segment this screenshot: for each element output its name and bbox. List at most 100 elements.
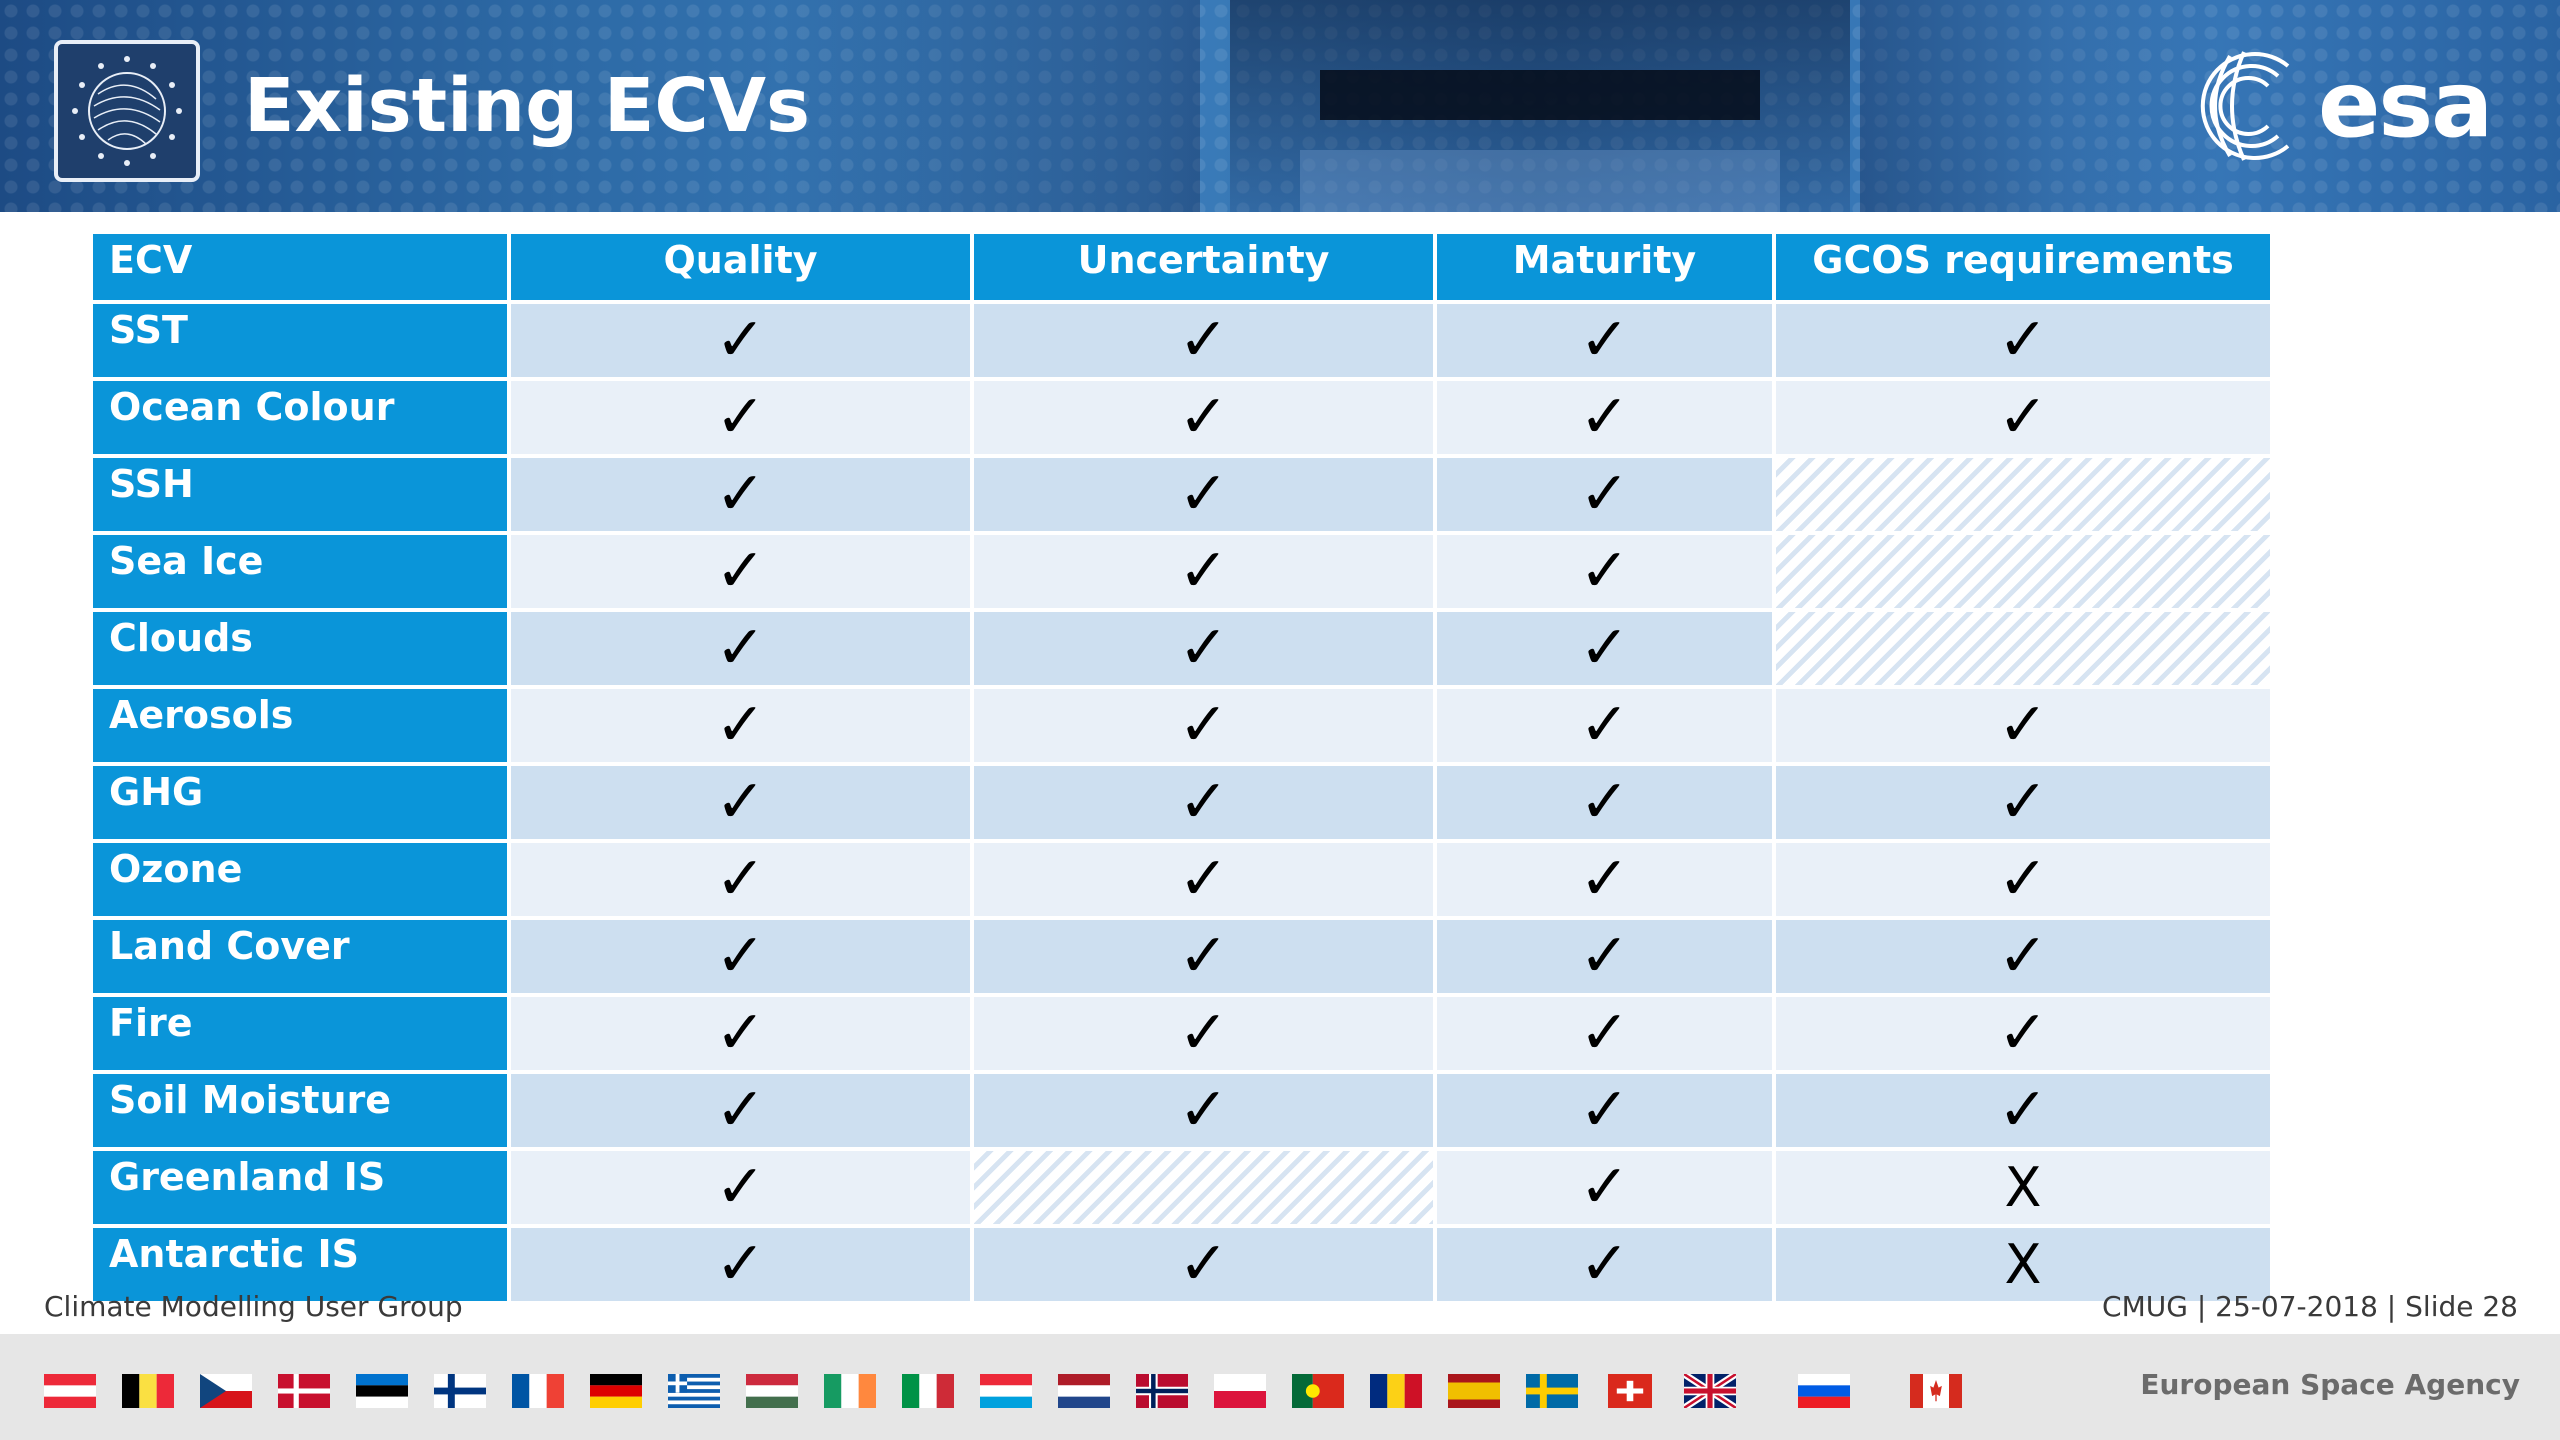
check-icon: ✓ <box>1178 459 1229 529</box>
gcos-cell: ✓ <box>1776 1074 2270 1147</box>
maturity-cell: ✓ <box>1437 689 1772 762</box>
check-icon: ✓ <box>1178 613 1229 683</box>
slide-title: Existing ECVs <box>244 63 811 149</box>
flag-slovenia-icon <box>1798 1374 1850 1408</box>
check-icon: ✓ <box>715 459 766 529</box>
check-icon: ✓ <box>715 613 766 683</box>
maturity-cell: ✓ <box>1437 612 1772 685</box>
flag-norway-icon <box>1136 1374 1188 1408</box>
header-uncertainty: Uncertainty <box>974 234 1433 300</box>
flag-netherlands-icon <box>1058 1374 1110 1408</box>
flag-poland-icon <box>1214 1374 1266 1408</box>
flag-greece-icon <box>668 1374 720 1408</box>
ecv-name: SST <box>93 304 507 377</box>
uncertainty-cell: ✓ <box>974 535 1433 608</box>
table-header-row: ECV Quality Uncertainty Maturity GCOS re… <box>93 234 2270 300</box>
gcos-cell-not-applicable <box>1776 458 2270 531</box>
ecv-name: Antarctic IS <box>93 1228 507 1301</box>
flag-denmark-icon <box>278 1374 330 1408</box>
maturity-cell: ✓ <box>1437 535 1772 608</box>
flag-hungary-icon <box>746 1374 798 1408</box>
check-icon: ✓ <box>1579 536 1630 606</box>
maturity-cell: ✓ <box>1437 920 1772 993</box>
banner-dark-band <box>1320 70 1760 120</box>
check-icon: ✓ <box>1178 382 1229 452</box>
quality-cell: ✓ <box>511 997 970 1070</box>
check-icon: ✓ <box>715 690 766 760</box>
table-row: Soil Moisture ✓ ✓ ✓ ✓ <box>93 1074 2270 1147</box>
esa-logo-text: esa <box>2318 51 2493 158</box>
table-row: Sea Ice ✓ ✓ ✓ <box>93 535 2270 608</box>
quality-cell: ✓ <box>511 689 970 762</box>
header-maturity: Maturity <box>1437 234 1772 300</box>
flag-sweden-icon <box>1526 1374 1578 1408</box>
cross-icon: X <box>2004 1233 2042 1296</box>
check-icon: ✓ <box>1178 1229 1229 1299</box>
flag-canada-icon <box>1910 1374 1962 1408</box>
check-icon: ✓ <box>1178 844 1229 914</box>
uncertainty-cell: ✓ <box>974 843 1433 916</box>
check-icon: ✓ <box>715 1075 766 1145</box>
check-icon: ✓ <box>1178 767 1229 837</box>
gcos-cell-not-applicable <box>1776 612 2270 685</box>
uncertainty-cell: ✓ <box>974 1228 1433 1301</box>
check-icon: ✓ <box>715 998 766 1068</box>
ecv-name: Ozone <box>93 843 507 916</box>
check-icon: ✓ <box>715 921 766 991</box>
check-icon: ✓ <box>715 844 766 914</box>
check-icon: ✓ <box>1997 382 2049 452</box>
table-row: Clouds ✓ ✓ ✓ <box>93 612 2270 685</box>
ecv-table: ECV Quality Uncertainty Maturity GCOS re… <box>89 230 2274 1305</box>
uncertainty-cell: ✓ <box>974 1074 1433 1147</box>
table-row: Fire ✓ ✓ ✓ ✓ <box>93 997 2270 1070</box>
table-row: Land Cover ✓ ✓ ✓ ✓ <box>93 920 2270 993</box>
table-row: GHG ✓ ✓ ✓ ✓ <box>93 766 2270 839</box>
ecv-name: SSH <box>93 458 507 531</box>
uncertainty-cell: ✓ <box>974 381 1433 454</box>
ecv-name: Ocean Colour <box>93 381 507 454</box>
maturity-cell: ✓ <box>1437 381 1772 454</box>
check-icon: ✓ <box>1997 844 2049 914</box>
gcos-cell: X <box>1776 1228 2270 1301</box>
uncertainty-cell: ✓ <box>974 766 1433 839</box>
flag-germany-icon <box>590 1374 642 1408</box>
check-icon: ✓ <box>1579 844 1630 914</box>
gcos-cell: ✓ <box>1776 843 2270 916</box>
table-row: SST ✓ ✓ ✓ ✓ <box>93 304 2270 377</box>
ecv-name: Soil Moisture <box>93 1074 507 1147</box>
check-icon: ✓ <box>1997 767 2049 837</box>
banner-shadow <box>1860 0 2220 212</box>
agency-name: European Space Agency <box>2140 1368 2520 1401</box>
check-icon: ✓ <box>1579 767 1630 837</box>
table-row: SSH ✓ ✓ ✓ <box>93 458 2270 531</box>
footer-slide-info: CMUG | 25-07-2018 | Slide 28 <box>2102 1290 2518 1323</box>
check-icon: ✓ <box>1997 690 2049 760</box>
flag-france-icon <box>512 1374 564 1408</box>
header-quality: Quality <box>511 234 970 300</box>
uncertainty-cell: ✓ <box>974 612 1433 685</box>
ecv-name: Clouds <box>93 612 507 685</box>
check-icon: ✓ <box>1579 1229 1630 1299</box>
ecv-name: Sea Ice <box>93 535 507 608</box>
uncertainty-cell: ✓ <box>974 689 1433 762</box>
maturity-cell: ✓ <box>1437 1074 1772 1147</box>
check-icon: ✓ <box>1579 1152 1630 1222</box>
banner-shadow <box>780 0 1200 212</box>
table-row: Greenland IS ✓ ✓ X <box>93 1151 2270 1224</box>
table-row: Ocean Colour ✓ ✓ ✓ ✓ <box>93 381 2270 454</box>
quality-cell: ✓ <box>511 612 970 685</box>
gcos-cell: ✓ <box>1776 997 2270 1070</box>
check-icon: ✓ <box>1178 536 1229 606</box>
table-row: Ozone ✓ ✓ ✓ ✓ <box>93 843 2270 916</box>
uncertainty-cell: ✓ <box>974 304 1433 377</box>
gcos-cell-not-applicable <box>1776 535 2270 608</box>
ecv-name: Land Cover <box>93 920 507 993</box>
check-icon: ✓ <box>1579 382 1630 452</box>
check-icon: ✓ <box>1579 459 1630 529</box>
header-gcos-requirements: GCOS requirements <box>1776 234 2270 300</box>
flag-austria-icon <box>44 1374 96 1408</box>
check-icon: ✓ <box>1178 305 1229 375</box>
ecv-name: Fire <box>93 997 507 1070</box>
uncertainty-cell: ✓ <box>974 920 1433 993</box>
flag-belgium-icon <box>122 1374 174 1408</box>
